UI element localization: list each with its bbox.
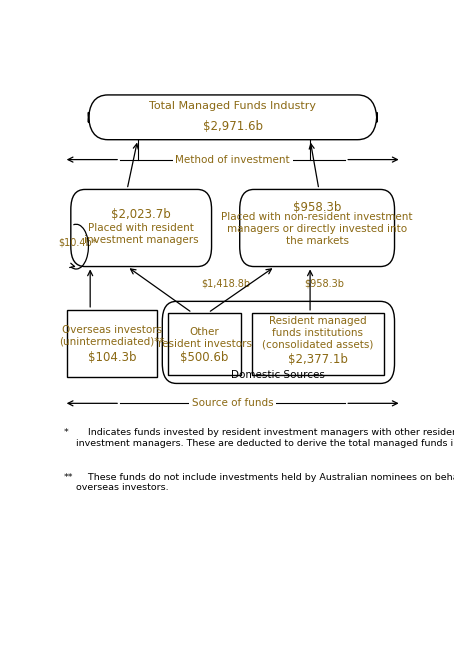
Text: $2,023.7b: $2,023.7b: [111, 207, 171, 220]
FancyBboxPatch shape: [67, 310, 157, 377]
Text: Other
resident investors: Other resident investors: [158, 327, 252, 349]
Text: These funds do not include investments held by Australian nominees on behalf of
: These funds do not include investments h…: [76, 473, 454, 492]
Text: $500.6b: $500.6b: [180, 351, 229, 364]
Text: $2,377.1b: $2,377.1b: [288, 353, 348, 366]
Text: **: **: [64, 473, 73, 482]
Text: Total Managed Funds Industry: Total Managed Funds Industry: [149, 101, 316, 111]
Text: Placed with non-resident investment
managers or directly invested into
the marke: Placed with non-resident investment mana…: [222, 213, 413, 245]
Text: $104.3b: $104.3b: [88, 351, 136, 364]
Text: Resident managed
funds institutions
(consolidated assets): Resident managed funds institutions (con…: [262, 317, 374, 349]
Text: $1,418.8b: $1,418.8b: [201, 279, 250, 289]
FancyBboxPatch shape: [168, 313, 242, 375]
FancyBboxPatch shape: [71, 189, 212, 267]
FancyBboxPatch shape: [252, 313, 384, 375]
Text: Domestic Sources: Domestic Sources: [232, 370, 326, 380]
Text: Source of funds: Source of funds: [192, 399, 273, 408]
Text: Placed with resident
investment managers: Placed with resident investment managers: [84, 223, 198, 245]
Text: $10.4b*: $10.4b*: [59, 238, 97, 247]
Text: $958.3b: $958.3b: [304, 279, 344, 289]
FancyBboxPatch shape: [89, 95, 377, 140]
FancyBboxPatch shape: [163, 301, 395, 384]
Text: $958.3b: $958.3b: [293, 201, 341, 214]
Text: *: *: [64, 428, 69, 437]
Text: Method of investment: Method of investment: [175, 154, 290, 165]
Text: Indicates funds invested by resident investment managers with other resident
inv: Indicates funds invested by resident inv…: [76, 428, 454, 448]
Text: $2,971.6b: $2,971.6b: [202, 120, 263, 133]
Text: Overseas investors
(unintermediated)**: Overseas investors (unintermediated)**: [59, 325, 165, 347]
FancyBboxPatch shape: [240, 189, 395, 267]
